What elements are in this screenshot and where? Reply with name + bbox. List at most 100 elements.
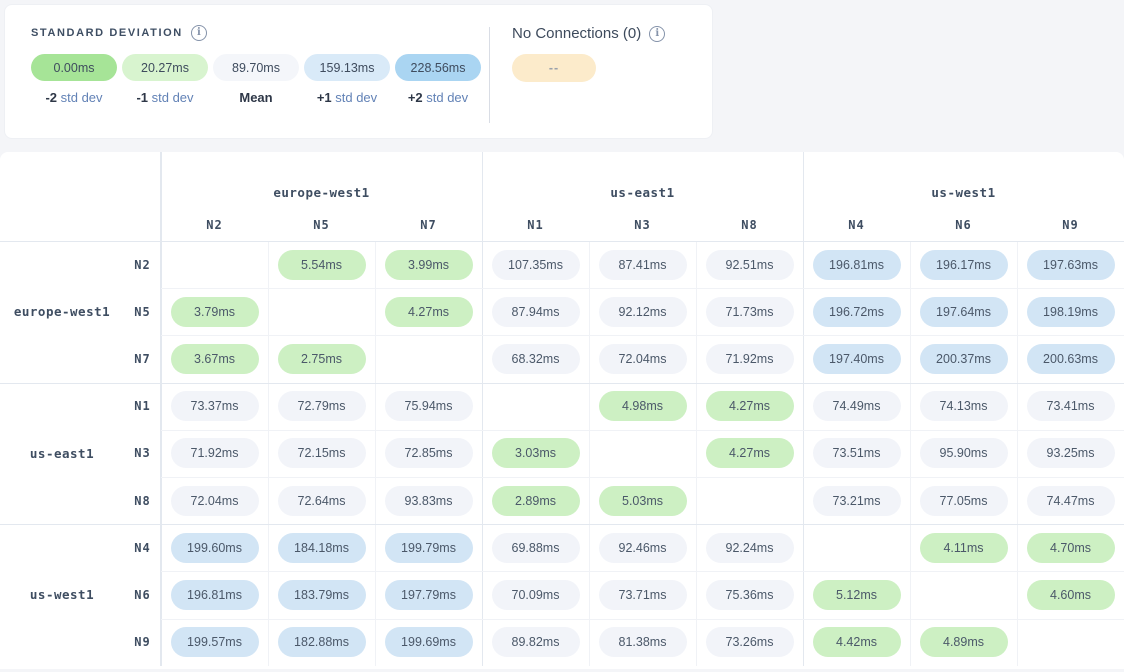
matrix-cell: 73.41ms [1017, 383, 1124, 430]
latency-pill: 184.18ms [277, 532, 366, 563]
latency-pill: 71.92ms [705, 343, 794, 374]
latency-pill: 95.90ms [919, 438, 1008, 469]
matrix-cell: 4.42ms [803, 619, 910, 666]
latency-pill: 70.09ms [491, 579, 580, 610]
row-node-label: N5 [134, 304, 151, 319]
matrix-cell: 199.79ms [375, 524, 482, 571]
latency-pill: 4.27ms [384, 296, 473, 327]
latency-pill: 196.81ms [812, 249, 901, 280]
std-deviation-legend: STANDARD DEVIATION i 0.00ms -2 std dev 20.… [5, 5, 489, 138]
latency-pill: 183.79ms [277, 579, 366, 610]
row-region-label: europe-west1 [13, 304, 111, 320]
matrix-cell: 4.60ms [1017, 571, 1124, 618]
legend-stop-label: Mean [239, 90, 273, 105]
matrix-cell: 107.35ms [482, 241, 589, 288]
matrix-cell: 71.73ms [696, 288, 803, 335]
latency-pill: 197.63ms [1026, 249, 1115, 280]
matrix-cell: 92.12ms [589, 288, 696, 335]
matrix-cell [696, 477, 803, 524]
latency-pill: 74.13ms [919, 391, 1008, 422]
matrix-cell: 197.63ms [1017, 241, 1124, 288]
latency-pill: 3.03ms [491, 438, 580, 469]
legend-stop: 159.13ms +1 std dev [304, 54, 390, 105]
matrix-cell: 75.94ms [375, 383, 482, 430]
row-region-label: us-east1 [29, 445, 95, 461]
latency-pill: 197.79ms [384, 579, 473, 610]
latency-pill: 68.32ms [491, 343, 580, 374]
latency-pill: 72.04ms [598, 343, 687, 374]
latency-pill: 87.94ms [491, 296, 580, 327]
matrix-cell: 4.27ms [696, 383, 803, 430]
column-region-header: us-west1 [931, 185, 996, 200]
matrix-cell: 72.85ms [375, 430, 482, 477]
column-node-header: N6 [955, 217, 972, 232]
matrix-cell: 95.90ms [910, 430, 1017, 477]
latency-pill: 198.19ms [1026, 296, 1115, 327]
matrix-cell: 77.05ms [910, 477, 1017, 524]
latency-pill: 72.04ms [170, 485, 259, 516]
latency-pill: 4.11ms [919, 532, 1008, 563]
latency-pill: 73.37ms [170, 391, 259, 422]
matrix-cell: 74.49ms [803, 383, 910, 430]
no-connections-title: No Connections (0) [512, 25, 642, 42]
latency-pill: 71.92ms [170, 438, 259, 469]
matrix-cell: 199.69ms [375, 619, 482, 666]
matrix-cell: 4.27ms [696, 430, 803, 477]
matrix-cell: 197.79ms [375, 571, 482, 618]
matrix-cell: 73.51ms [803, 430, 910, 477]
matrix-cell: 5.03ms [589, 477, 696, 524]
matrix-cell: 68.32ms [482, 335, 589, 382]
matrix-corner [0, 152, 161, 241]
latency-pill: 3.67ms [170, 343, 259, 374]
latency-pill: 199.60ms [170, 532, 259, 563]
matrix-cell [910, 571, 1017, 618]
matrix-cell: 2.89ms [482, 477, 589, 524]
std-deviation-title: STANDARD DEVIATION [31, 27, 183, 39]
row-node-label: N2 [134, 257, 151, 272]
row-node-label: N9 [134, 635, 151, 650]
row-region-label: us-west1 [29, 587, 95, 603]
matrix-cell: 200.37ms [910, 335, 1017, 382]
matrix-cell: 4.98ms [589, 383, 696, 430]
latency-pill: 199.57ms [170, 627, 259, 658]
column-region-header: europe-west1 [273, 185, 370, 200]
column-node-header: N4 [848, 217, 865, 232]
latency-pill: 2.89ms [491, 485, 580, 516]
matrix-cell: 196.81ms [803, 241, 910, 288]
matrix-cell: 70.09ms [482, 571, 589, 618]
legend-stop: 228.56ms +2 std dev [395, 54, 481, 105]
latency-pill: 92.51ms [705, 249, 794, 280]
latency-pill: 75.94ms [384, 391, 473, 422]
matrix-cell: 71.92ms [696, 335, 803, 382]
latency-pill: 92.46ms [598, 532, 687, 563]
latency-pill: 72.15ms [277, 438, 366, 469]
matrix-cell: 4.27ms [375, 288, 482, 335]
latency-pill: 197.40ms [812, 343, 901, 374]
no-connections-legend: No Connections (0) i -- [490, 5, 712, 138]
info-icon[interactable]: i [190, 25, 207, 41]
latency-pill: 200.63ms [1026, 343, 1115, 374]
matrix-cell: 72.64ms [268, 477, 375, 524]
matrix-cell: 199.57ms [161, 619, 268, 666]
latency-pill: 196.81ms [170, 579, 259, 610]
legend-stop-label: -2 std dev [45, 90, 103, 105]
row-node-label: N1 [134, 399, 151, 414]
matrix-cell: 3.79ms [161, 288, 268, 335]
info-icon[interactable]: i [649, 25, 666, 42]
latency-pill: 197.64ms [919, 296, 1008, 327]
column-node-header: N5 [313, 217, 330, 232]
matrix-cell: 73.21ms [803, 477, 910, 524]
column-node-header: N3 [634, 217, 651, 232]
latency-pill: 74.47ms [1026, 485, 1115, 516]
latency-pill: 72.79ms [277, 391, 366, 422]
matrix-cell: 87.94ms [482, 288, 589, 335]
matrix-cell: 72.79ms [268, 383, 375, 430]
matrix-cell: 4.11ms [910, 524, 1017, 571]
legend-stop-label: +2 std dev [407, 90, 469, 105]
matrix-cell: 75.36ms [696, 571, 803, 618]
row-node-label: N7 [134, 351, 151, 366]
matrix-cell: 184.18ms [268, 524, 375, 571]
latency-pill: 74.49ms [812, 391, 901, 422]
latency-pill: 72.64ms [277, 485, 366, 516]
legend-pill: 159.13ms [304, 54, 390, 81]
